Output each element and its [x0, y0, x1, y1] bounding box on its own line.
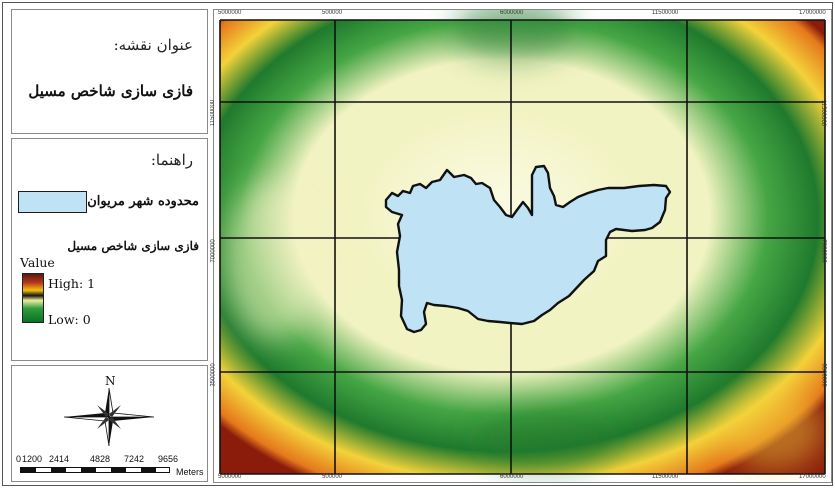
map-frame[interactable]: 5000000 500000 6000000 11500000 17000000… — [210, 9, 832, 483]
right-coord-label: 3500000 — [820, 363, 827, 387]
value-label: Value — [20, 255, 55, 270]
low-label: Low: 0 — [48, 312, 91, 327]
title-panel: عنوان نقشه: فازی سازی شاخص مسیل — [11, 9, 208, 134]
top-coord-label: 17000000 — [799, 10, 826, 16]
north-arrow-icon — [64, 388, 154, 446]
scale-tick-label: 4828 — [90, 454, 111, 464]
top-coord-label: 11500000 — [652, 10, 679, 16]
raster-variations — [224, 10, 824, 470]
layer-name: فازی سازی شاخص مسیل — [67, 239, 199, 253]
scale-tick-label: 1200 — [22, 454, 43, 464]
scale-panel: N 0 1200 2414 4828 7242 9656 Meters — [11, 365, 208, 482]
scale-tick-labels: 0 1200 2414 4828 7242 9656 — [16, 454, 206, 466]
bottom-coord-label: 5000000 — [218, 474, 242, 480]
scale-bar — [20, 467, 170, 473]
scale-tick-label: 7242 — [124, 454, 145, 464]
scale-unit: Meters — [176, 467, 204, 477]
scale-tick-label: 9656 — [158, 454, 179, 464]
left-coord-label: 7000000 — [210, 239, 217, 263]
bottom-coord-label: 6000000 — [500, 474, 524, 480]
bottom-coord-label: 500000 — [322, 474, 343, 480]
legend-panel: راهنما: محدوده شهر مریوان فازی سازی شاخص… — [11, 138, 208, 361]
marivan-city-boundary[interactable] — [384, 164, 672, 334]
bottom-coord-label: 11500000 — [652, 474, 679, 480]
boundary-label: محدوده شهر مریوان — [87, 194, 199, 209]
bottom-coord-label: 17000000 — [799, 474, 826, 480]
left-coord-label: 11500000 — [210, 99, 217, 127]
graticule-grid — [219, 19, 826, 475]
top-coord-label: 5000000 — [218, 10, 242, 16]
top-coord-label: 6000000 — [500, 10, 524, 16]
right-coord-label: 7000000 — [820, 239, 827, 263]
legend-heading: راهنما: — [150, 151, 193, 169]
north-label: N — [105, 374, 116, 388]
scale-tick-label: 2414 — [49, 454, 70, 464]
map-title: فازی سازی شاخص مسیل — [28, 82, 193, 100]
left-coord-label: 3500000 — [210, 363, 217, 387]
top-coord-label: 500000 — [322, 10, 343, 16]
map-title-caption: عنوان نقشه: — [113, 36, 193, 54]
boundary-swatch — [18, 191, 87, 213]
fuzzy-index-raster[interactable] — [214, 10, 831, 482]
scale-tick-label: 0 — [16, 454, 22, 464]
color-ramp-swatch — [22, 273, 44, 323]
right-coord-label: 11500000 — [820, 99, 827, 127]
high-label: High: 1 — [48, 276, 96, 291]
